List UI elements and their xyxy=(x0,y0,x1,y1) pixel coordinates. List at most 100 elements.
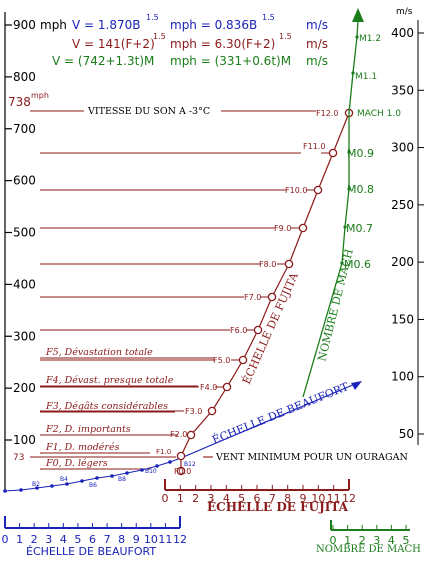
beaufort-point-label: B10 xyxy=(145,468,157,475)
fujita-description: F3, Dégâts considérables xyxy=(45,401,168,412)
fujita-point-label: F4.0 xyxy=(200,383,217,392)
beaufort-arrow-line xyxy=(180,383,356,459)
fujita-axis-ticks: 0 1 2 3 4 5 6 7 8 9 10 11 12 xyxy=(162,485,356,505)
axis-tick-label: 7 xyxy=(104,533,111,546)
axis-tick-label: 0 xyxy=(2,533,9,546)
formula-mach-mph: mph = (331+0.6t)M xyxy=(170,54,291,68)
beaufort-point xyxy=(95,476,99,480)
ms-tick-label: 250 xyxy=(391,198,414,212)
hurricane-min-mph-value: 73 xyxy=(13,453,24,463)
axis-tick-label: 6 xyxy=(254,492,261,505)
mph-tick-label: 700 xyxy=(13,122,36,136)
axis-tick-label: 2 xyxy=(31,533,38,546)
ms-tick-label: 400 xyxy=(391,26,414,40)
fujita-descriptions: F0, D. légers F1, D. modérés F2, D. import… xyxy=(40,347,214,470)
formula-mach-unit: m/s xyxy=(306,54,328,68)
axis-tick-label: 6 xyxy=(89,533,96,546)
formulas: V = 1.870B 1.5 mph = 0.836B 1.5 m/s V = … xyxy=(52,13,328,68)
speed-of-sound-mph-unit: mph xyxy=(31,91,49,100)
ms-axis: m/s 50 100 150 200 250 300 350 400 xyxy=(391,7,424,445)
mach-axis-title: NOMBRE DE MACH xyxy=(316,544,421,555)
speed-of-sound-mph-value: 738 xyxy=(8,95,31,109)
fujita-point xyxy=(186,430,196,440)
ms-tick-label: 300 xyxy=(391,141,414,155)
fujita-point-label: F7.0 xyxy=(244,293,261,302)
axis-tick-label: 5 xyxy=(74,533,81,546)
fujita-description: F0, D. légers xyxy=(45,458,108,469)
axis-tick-label: 4 xyxy=(60,533,67,546)
fujita-axis-title: ÉCHELLE DE FUJITA xyxy=(207,499,349,514)
fujita-axis: 0 1 2 3 4 5 6 7 8 9 10 11 12 ÉCHELLE DE FUJITA xyxy=(162,479,356,514)
beaufort-axis-ticks: 0 1 2 3 4 5 6 7 8 9 10 11 12 xyxy=(2,523,187,546)
ms-ticks: 50 100 150 200 250 300 350 400 xyxy=(391,26,424,441)
formula-beaufort-mph: mph = 0.836B xyxy=(170,18,257,32)
formula-fujita-mph: mph = 6.30(F+2) xyxy=(170,37,275,51)
axis-tick-label: 8 xyxy=(284,492,291,505)
mph-tick-label: 100 xyxy=(13,433,36,447)
axis-tick-label: 1 xyxy=(16,533,23,546)
formula-fujita-unit: m/s xyxy=(306,37,328,51)
beaufort-point xyxy=(19,488,23,492)
fujita-point-label: F0.0 xyxy=(174,467,191,476)
ms-tick-label: 350 xyxy=(391,83,414,97)
axis-tick-label: 10 xyxy=(144,533,158,546)
fujita-point xyxy=(284,259,294,269)
axis-tick-label: 12 xyxy=(173,533,187,546)
beaufort-point xyxy=(65,482,69,486)
beaufort-point xyxy=(50,484,54,488)
fujita-point xyxy=(253,325,263,335)
axis-tick-label: 2 xyxy=(359,534,366,547)
fujita-description: F4, Dévast. presque totale xyxy=(45,375,174,386)
hurricane-threshold: VENT MINIMUM POUR UN OURAGAN xyxy=(30,452,408,463)
fujita-point-label: F11.0 xyxy=(303,142,325,151)
fujita-description: F2, D. importants xyxy=(45,424,131,435)
mph-tick-label: 200 xyxy=(13,381,36,395)
beaufort-point xyxy=(125,471,129,475)
fujita-point xyxy=(328,148,338,158)
mach-point-label: M0.6 xyxy=(344,258,371,271)
formula-beaufort-unit: m/s xyxy=(306,18,328,32)
fujita-point-label: F9.0 xyxy=(274,224,291,233)
axis-tick-label: 11 xyxy=(158,533,172,546)
fujita-point xyxy=(222,382,232,392)
mach-point xyxy=(355,35,359,39)
mach-point xyxy=(347,150,351,154)
mph-tick-label: 800 xyxy=(13,70,36,84)
speed-of-sound: VITESSE DU SON A -3°C xyxy=(30,106,316,117)
mph-tick-label: 400 xyxy=(13,277,36,291)
formula-fujita-exp1: 1.5 xyxy=(153,32,166,41)
axis-tick-label: 3 xyxy=(45,533,52,546)
beaufort-point-label: B6 xyxy=(89,482,97,489)
ms-axis-unit: m/s xyxy=(396,7,413,17)
mph-tick-label: 600 xyxy=(13,174,36,188)
beaufort-point xyxy=(155,464,159,468)
mach-point-label: MACH 1.0 xyxy=(357,109,401,119)
axis-tick-label: 12 xyxy=(342,492,356,505)
fujita-point xyxy=(176,451,186,461)
formula-beaufort-exp1: 1.5 xyxy=(146,13,159,22)
beaufort-axis-title: ÉCHELLE DE BEAUFORT xyxy=(26,545,156,558)
axis-tick-label: 1 xyxy=(177,492,184,505)
fujita-description: F5, Dévastation totale xyxy=(45,347,153,358)
fujita-point-label: F10.0 xyxy=(285,186,307,195)
mach-point-label: M0.7 xyxy=(346,222,373,235)
ms-tick-label: 50 xyxy=(399,427,414,441)
mach-point xyxy=(347,187,351,191)
axis-tick-label: 9 xyxy=(300,492,307,505)
axis-tick-label: 0 xyxy=(162,492,169,505)
fujita-point-label: F2.0 xyxy=(170,430,187,439)
mph-tick-label: 300 xyxy=(13,329,36,343)
ms-tick-label: 100 xyxy=(391,370,414,384)
mach-curve: M0.6 M0.7 M0.8 M0.9 MACH 1.0 M1.1 M1.2 xyxy=(302,19,401,398)
mach-point-label: M1.2 xyxy=(359,34,381,44)
fujita-point-label: F6.0 xyxy=(230,326,247,335)
mach-point xyxy=(343,225,347,229)
axis-tick-label: 0 xyxy=(330,534,337,547)
mph-tick-label: 900 xyxy=(13,18,36,32)
axis-tick-label: 4 xyxy=(388,534,395,547)
axis-tick-label: 2 xyxy=(192,492,199,505)
fujita-curve: F0.0 F1.0 F2.0 F3.0 F4.0 F5.0 F6.0 F7.0 F8.0 F9.0… xyxy=(156,108,354,476)
beaufort-point xyxy=(80,479,84,483)
